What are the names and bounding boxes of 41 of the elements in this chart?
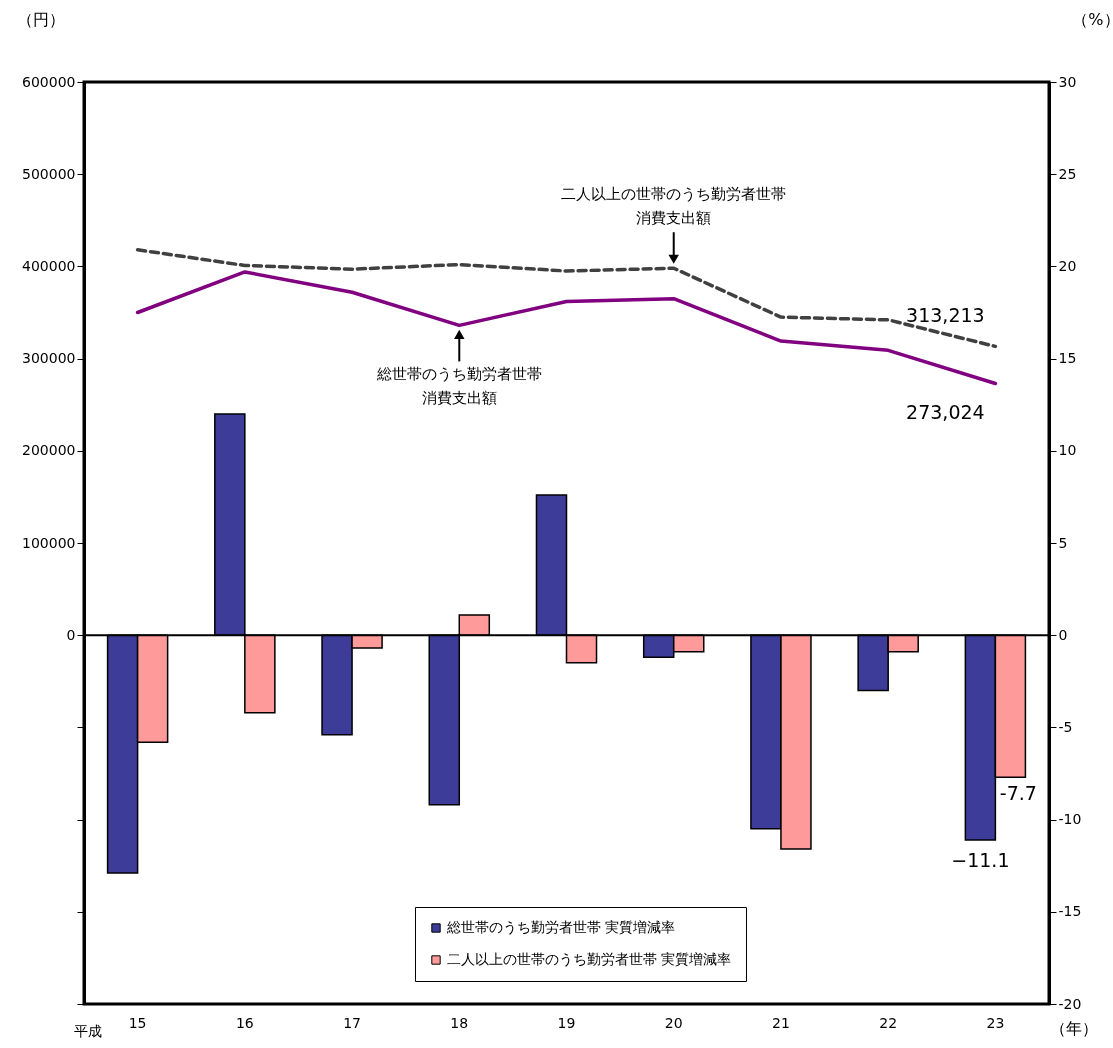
data-label: −11.1 xyxy=(951,848,1010,871)
x-tick-label: 21 xyxy=(772,1014,790,1031)
line-series xyxy=(135,248,998,349)
line-series xyxy=(135,270,998,386)
y2-tick-label: 5 xyxy=(1058,534,1068,551)
x-tick-label: 15 xyxy=(128,1014,147,1031)
x-tick-label: 17 xyxy=(343,1014,361,1031)
annotation: 二人以上の世帯のうち勤労者世帯消費支出額 xyxy=(561,185,787,228)
data-label: 273,024 xyxy=(906,401,985,424)
data-label: 313,213 xyxy=(906,304,985,327)
y2-tick-label: 15 xyxy=(1058,350,1077,367)
y2-tick-label: -15 xyxy=(1058,903,1082,920)
legend-label: 総世帯のうち勤労者世帯 実質増減率 xyxy=(445,919,676,935)
x-tick-label: 20 xyxy=(664,1014,683,1031)
y-tick-label: 300000 xyxy=(22,350,76,367)
y2-tick-label: -5 xyxy=(1058,718,1073,735)
y2-tick-label: 30 xyxy=(1058,73,1077,90)
y-tick-label: 600000 xyxy=(22,73,76,90)
y2-axis-title: （%） xyxy=(1072,9,1113,29)
y-tick-label: 0 xyxy=(66,626,76,643)
y-tick-label: 400000 xyxy=(22,257,76,274)
y2-tick-label: 10 xyxy=(1058,442,1077,459)
legend-label: 二人以上の世帯のうち勤労者世帯 実質増減率 xyxy=(446,951,732,967)
y2-tick-label: -10 xyxy=(1058,811,1082,828)
y-tick-label: 100000 xyxy=(22,534,76,551)
y2-tick-label: 20 xyxy=(1058,257,1077,274)
x-axis-title: （年） xyxy=(1049,1018,1098,1038)
x-tick-label: 18 xyxy=(450,1014,469,1031)
y-axis-title: （円） xyxy=(16,9,65,29)
x-tick-label: 22 xyxy=(879,1014,898,1031)
x-tick-label: 23 xyxy=(986,1014,1005,1031)
y-tick-label: 500000 xyxy=(22,165,76,182)
y2-tick-label: -20 xyxy=(1058,995,1082,1012)
annotation: 総世帯のうち勤労者世帯消費支出額 xyxy=(375,365,542,408)
x-tick-label: 19 xyxy=(557,1014,576,1031)
x-tick-label: 16 xyxy=(235,1014,254,1031)
y-tick-label: 200000 xyxy=(22,442,76,459)
data-label: -7.7 xyxy=(999,782,1037,805)
y2-tick-label: 25 xyxy=(1058,165,1077,182)
y2-tick-label: 0 xyxy=(1058,626,1068,643)
text: 平成 xyxy=(73,1023,102,1039)
